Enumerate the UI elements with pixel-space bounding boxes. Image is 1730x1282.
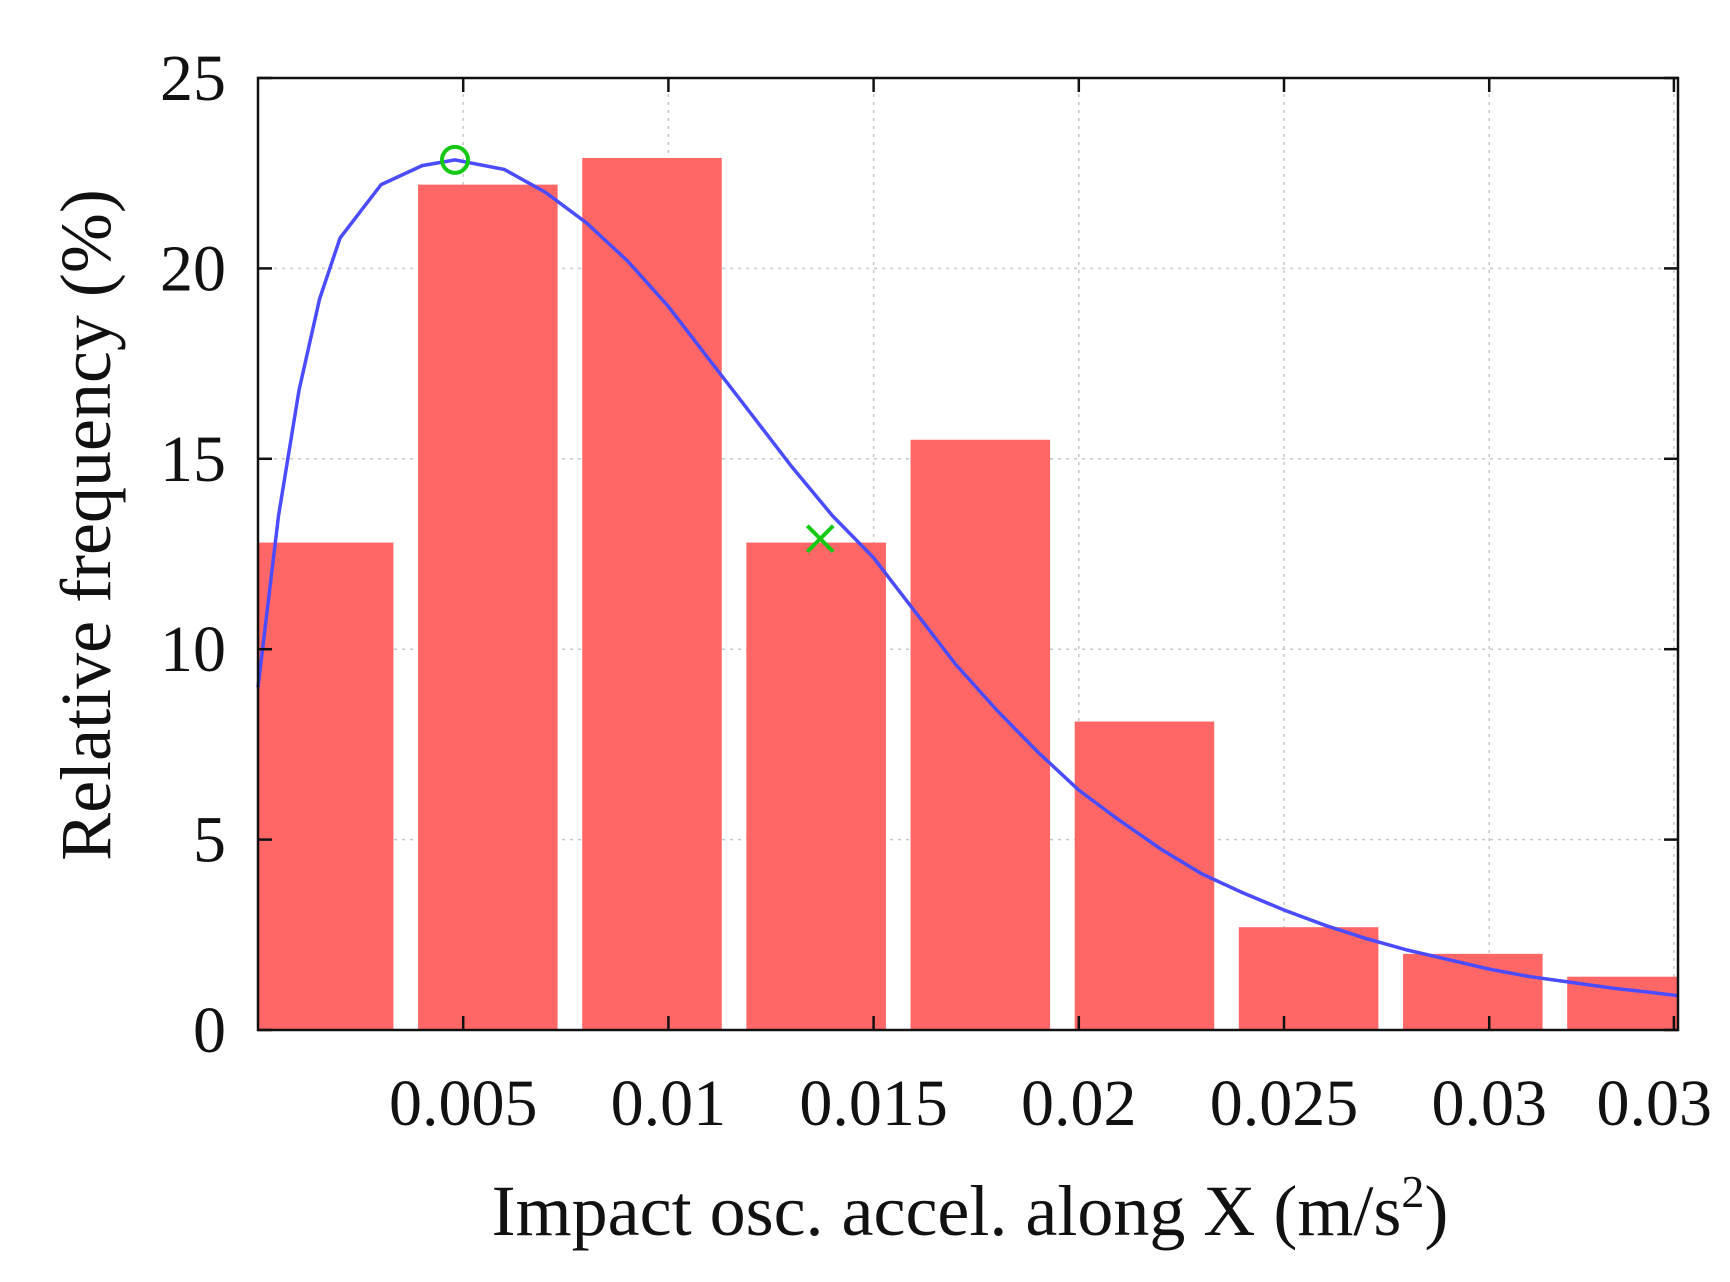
x-tick-label: 0.005 <box>389 1067 538 1140</box>
mode-marker <box>439 144 470 175</box>
histogram-bar <box>582 157 722 1030</box>
x-tick-label: 0.01 <box>611 1067 727 1140</box>
histogram-bar <box>1238 927 1379 1030</box>
histogram-bars <box>258 157 1678 1030</box>
x-tick-label: 0.015 <box>799 1067 948 1140</box>
histogram-bar <box>258 542 394 1030</box>
x-axis-label-main: Impact osc. accel. along X (m/s <box>492 1171 1402 1251</box>
y-tick-label: 10 <box>160 613 226 686</box>
x-tick-label: 0.03 <box>1431 1067 1547 1140</box>
plot-frame <box>256 76 1680 1032</box>
x-tick-label: 0.03 <box>1597 1067 1713 1140</box>
histogram-bar <box>910 439 1051 1030</box>
x-tick-label: 0.025 <box>1210 1067 1359 1140</box>
fit-curve-line <box>256 158 1679 998</box>
x-axis-title: Impact osc. accel. along X (m/s2) <box>492 1166 1449 1251</box>
markers <box>439 144 835 554</box>
x-axis-label-suffix: ) <box>1424 1171 1448 1251</box>
x-tick-label: 0.02 <box>1021 1067 1137 1140</box>
axis-ticks: 0 5 10 15 20 25 0.005 0.01 0.015 0.02 0.025 0.03 0.0… <box>160 42 1712 1140</box>
y-axis-label: Relative frequency (%) <box>46 189 126 861</box>
y-tick-label: 15 <box>160 423 226 496</box>
y-tick-label: 25 <box>160 42 226 115</box>
y-axis-title: Relative frequency (%) <box>46 189 126 861</box>
mean-marker <box>805 524 835 554</box>
y-tick-label: 5 <box>193 804 226 877</box>
x-axis-label-superscript: 2 <box>1401 1166 1424 1217</box>
histogram-bar <box>746 542 886 1030</box>
histogram-bar <box>1074 721 1215 1030</box>
y-tick-label: 20 <box>160 232 226 305</box>
y-tick-label: 0 <box>193 994 226 1067</box>
histogram-bar <box>418 184 558 1030</box>
